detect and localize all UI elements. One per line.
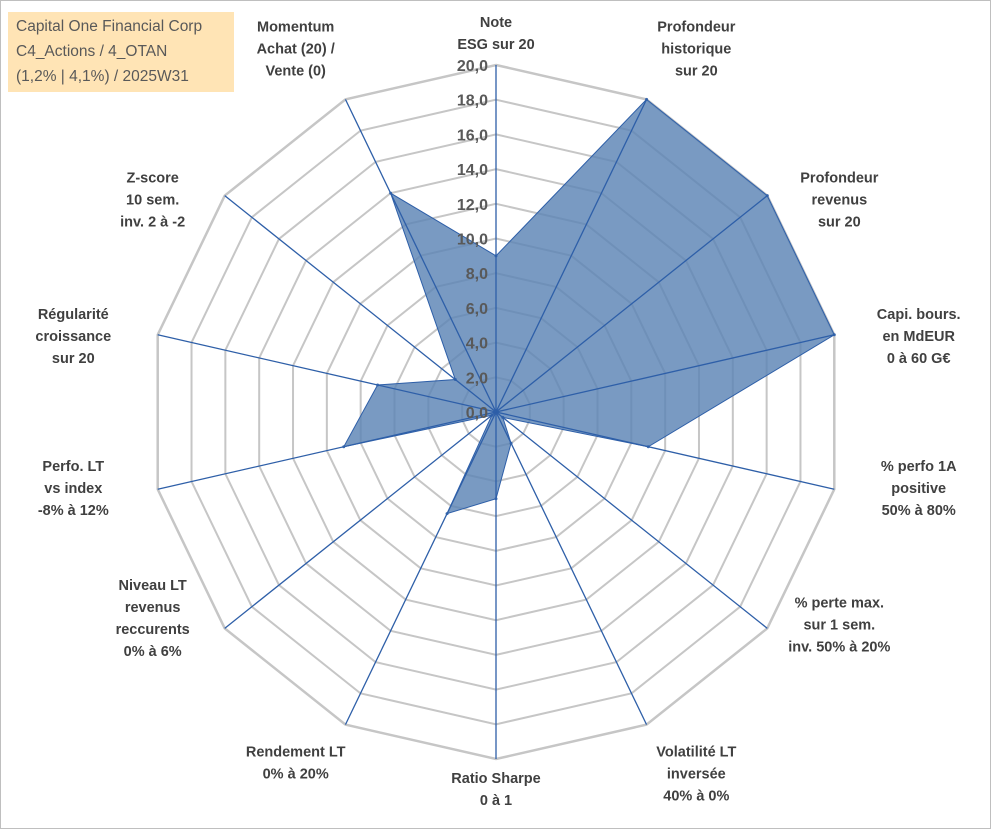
- axis-label-line: sur 20: [52, 351, 95, 367]
- axis-spoke: [157, 334, 497, 413]
- axis-label-line: Vente (0): [265, 64, 326, 80]
- axis-label-line: reccurents: [116, 622, 190, 638]
- axis-label-line: 0 à 60 G€: [887, 351, 951, 367]
- data-point: [389, 191, 393, 195]
- axis-label: Capi. bours. en MdEUR 0 à 60 G€: [877, 307, 961, 367]
- axis-label: Régularité croissance sur 20: [35, 307, 111, 367]
- axis-label-line: inversée: [667, 766, 726, 782]
- radial-tick-label: 6,0: [466, 301, 488, 318]
- data-point: [342, 445, 346, 449]
- axis-label-line: Ratio Sharpe: [451, 771, 540, 787]
- axis-label: Volatilité LT inversée 40% à 0%: [656, 744, 736, 804]
- data-point: [832, 333, 836, 337]
- axis-label-line: Profondeur: [800, 170, 878, 186]
- axis-label: Momentum Achat (20) / Vente (0): [257, 20, 335, 80]
- axis-label-line: Profondeur: [657, 20, 735, 36]
- data-point: [445, 512, 449, 516]
- axis-label-line: 0 à 1: [480, 793, 512, 809]
- radial-tick-label: 2,0: [466, 370, 488, 387]
- axis-label-line: inv. 50% à 20%: [788, 640, 890, 656]
- axis-label-line: sur 20: [818, 214, 861, 230]
- axis-label: Ratio Sharpe 0 à 1: [451, 771, 540, 809]
- axis-label-line: inv. 2 à -2: [120, 214, 185, 230]
- axis-label-line: 0% à 20%: [263, 766, 329, 782]
- data-point: [509, 441, 513, 445]
- axis-label-line: % perte max.: [795, 596, 884, 612]
- chart-title-box: Capital One Financial Corp C4_Actions / …: [8, 12, 234, 92]
- axis-label-line: sur 1 sem.: [803, 618, 875, 634]
- axis-label-line: Capi. bours.: [877, 307, 961, 323]
- title-line-company: Capital One Financial Corp: [16, 18, 203, 35]
- axis-spoke: [344, 411, 497, 725]
- data-point: [376, 383, 380, 387]
- axis-spoke: [157, 411, 497, 490]
- axis-label: Rendement LT 0% à 20%: [246, 744, 346, 782]
- axis-label-line: 50% à 80%: [882, 503, 956, 519]
- axis-spoke: [224, 195, 497, 413]
- axis-label: % perfo 1A positive 50% à 80%: [881, 459, 957, 519]
- axis-label-line: Note: [480, 15, 512, 31]
- axis-label-line: 0% à 6%: [124, 644, 182, 660]
- axis-label-line: % perfo 1A: [881, 459, 957, 475]
- axis-spoke: [495, 195, 768, 413]
- axis-label-line: Rendement LT: [246, 744, 346, 760]
- axis-label-line: Régularité: [38, 307, 109, 323]
- axis-label-line: Z-score: [126, 170, 178, 186]
- axis-label-line: en MdEUR: [882, 329, 955, 345]
- axis-label: % perte max. sur 1 sem. inv. 50% à 20%: [788, 596, 890, 656]
- data-point: [501, 415, 505, 419]
- axis-spoke: [495, 411, 835, 490]
- axis-spoke: [495, 411, 768, 629]
- axis-label-line: positive: [891, 481, 946, 497]
- axis-label: Niveau LT revenus reccurents 0% à 6%: [116, 578, 190, 660]
- axis-label: Note ESG sur 20: [457, 15, 534, 53]
- axis-spoke: [495, 411, 648, 725]
- axis-spoke: [224, 411, 497, 629]
- axis-spoke: [495, 334, 835, 413]
- axis-label-line: vs index: [44, 481, 102, 497]
- axis-label-line: Volatilité LT: [656, 744, 736, 760]
- axis-label-line: revenus: [812, 192, 868, 208]
- axis-label-line: revenus: [125, 600, 181, 616]
- radial-tick-label: 10,0: [457, 232, 488, 249]
- axis-label-line: 10 sem.: [126, 192, 179, 208]
- axis-label: Profondeur revenus sur 20: [800, 170, 878, 230]
- axis-label-line: 40% à 0%: [663, 788, 729, 804]
- axis-label: Perfo. LT vs index -8% à 12%: [38, 459, 109, 519]
- data-point: [645, 97, 649, 101]
- axis-label-line: -8% à 12%: [38, 503, 109, 519]
- radial-tick-label: 4,0: [466, 336, 488, 353]
- axis-spoke: [495, 99, 648, 413]
- axis-label-line: Niveau LT: [119, 578, 187, 594]
- radial-tick-label: 14,0: [457, 162, 488, 179]
- axis-label: Profondeur historique sur 20: [657, 20, 735, 80]
- axis-label-line: sur 20: [675, 64, 718, 80]
- radial-tick-label: 12,0: [457, 197, 488, 214]
- axis-label-line: ESG sur 20: [457, 37, 534, 53]
- axis-label-line: Momentum: [257, 20, 334, 36]
- axis-label-line: historique: [661, 42, 731, 58]
- axis-label-line: Achat (20) /: [257, 42, 335, 58]
- radial-tick-label: 18,0: [457, 93, 488, 110]
- radial-tick-label: 16,0: [457, 127, 488, 144]
- radial-tick-label: 8,0: [466, 266, 488, 283]
- axis-spoke: [344, 99, 497, 413]
- data-point: [490, 413, 494, 417]
- radial-tick-label: 0,0: [466, 405, 488, 422]
- radial-tick-label: 20,0: [457, 58, 488, 75]
- title-line-stats: (1,2% | 4,1%) / 2025W31: [16, 68, 189, 85]
- axis-label-line: Perfo. LT: [42, 459, 104, 475]
- data-point: [494, 497, 498, 501]
- data-point: [765, 194, 769, 198]
- axis-label: Z-score 10 sem. inv. 2 à -2: [120, 170, 185, 230]
- data-point: [646, 445, 650, 449]
- title-line-category: C4_Actions / 4_OTAN: [16, 43, 168, 60]
- axis-label-line: croissance: [35, 329, 111, 345]
- data-point: [494, 254, 498, 258]
- data-point: [453, 378, 457, 382]
